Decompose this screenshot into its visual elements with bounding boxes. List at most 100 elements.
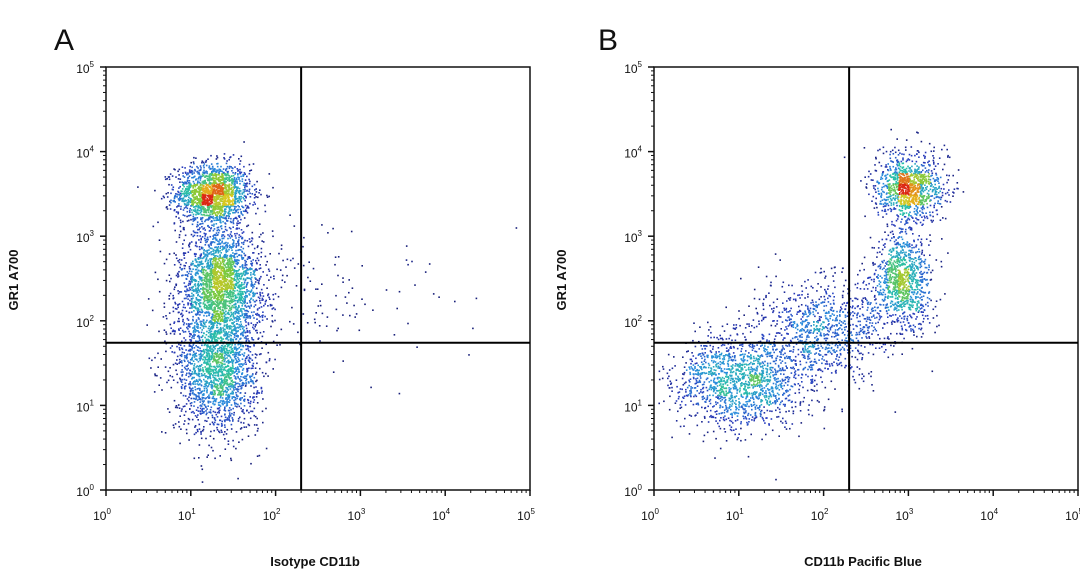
panel-a-event-dot <box>223 324 226 326</box>
panel-a-event-dot <box>211 352 213 354</box>
panel-a-event-dot <box>200 391 202 394</box>
panel-a-event-dot <box>230 313 233 315</box>
panel-a-event-dot <box>210 297 212 299</box>
panel-a-event-dot <box>216 216 219 218</box>
panel-a-event-dot <box>223 235 226 238</box>
panel-a-event-dot <box>240 363 243 365</box>
panel-a-event-dot <box>215 371 218 373</box>
panel-a-event-dot <box>216 387 218 389</box>
panel-a-event-dot <box>243 313 246 315</box>
panel-a-event-dot <box>203 163 206 165</box>
panel-a-event-dot <box>191 286 193 289</box>
panel-a-event-dot <box>173 322 175 324</box>
panel-a-event-dot <box>174 194 177 197</box>
panel-a-event-dot <box>200 253 203 255</box>
panel-a-event-dot <box>227 311 230 314</box>
panel-a-event-dot <box>242 247 245 250</box>
panel-a-event-dot <box>270 325 272 328</box>
panel-a-event-dot <box>210 242 213 244</box>
panel-a-event-dot <box>209 276 211 279</box>
panel-a-event-dot <box>188 294 190 296</box>
panel-a-event-dot <box>188 287 191 289</box>
panel-a-event-dot <box>243 271 245 273</box>
panel-a-event-dot <box>173 168 175 170</box>
panel-a-event-dot <box>224 359 226 361</box>
panel-a-event-dot <box>206 286 208 288</box>
panel-a-event-dot <box>226 250 229 253</box>
panel-a-event-dot <box>204 295 206 297</box>
panel-a-event-dot <box>249 196 252 198</box>
panel-a-event-dot <box>232 315 235 318</box>
panel-a-event-dot <box>218 298 220 301</box>
panel-a-event-dot <box>249 351 252 353</box>
panel-a-event-dot <box>229 346 231 349</box>
panel-a-event-dot <box>197 294 199 297</box>
panel-a-event-dot <box>215 386 217 389</box>
panel-a-event-dot <box>224 369 227 372</box>
panel-a-event-dot <box>258 392 260 394</box>
panel-a-event-dot <box>241 236 244 239</box>
panel-a-event-dot <box>210 368 212 371</box>
panel-a-event-dot <box>233 401 236 404</box>
panel-a-event-dot <box>213 296 215 298</box>
panel-a-event-dot <box>240 155 243 158</box>
panel-a-event-dot <box>212 250 214 252</box>
panel-a-event-dot <box>196 217 199 219</box>
panel-a-event-dot <box>344 296 347 298</box>
panel-a-event-dot <box>193 380 195 383</box>
panel-a-event-dot <box>202 369 204 371</box>
panel-a-event-dot <box>164 432 167 434</box>
panel-a-event-dot <box>216 326 219 329</box>
panel-a-event-dot <box>206 308 208 310</box>
panel-a-event-dot <box>205 325 207 328</box>
panel-a-event-dot <box>255 329 257 332</box>
panel-a-event-dot <box>315 288 317 290</box>
panel-a-event-dot <box>215 255 217 257</box>
panel-a-event-dot <box>191 347 194 349</box>
panel-a-event-dot <box>197 313 199 316</box>
panel-a-event-dot <box>204 397 207 400</box>
panel-a-event-dot <box>188 200 191 202</box>
panel-a-event-dot <box>175 211 178 213</box>
panel-a-event-dot <box>222 237 225 240</box>
panel-a-event-dot <box>208 215 210 217</box>
panel-a-event-dot <box>349 314 351 317</box>
panel-a-event-dot <box>192 315 194 318</box>
panel-a-event-dot <box>208 206 210 209</box>
panel-a-event-dot <box>241 193 244 195</box>
panel-a-event-dot <box>187 284 190 287</box>
panel-a-event-dot <box>198 303 200 305</box>
panel-a-event-dot <box>189 248 192 251</box>
panel-a-event-dot <box>203 295 205 298</box>
panel-a-event-dot <box>199 212 202 214</box>
panel-a-event-dot <box>232 300 235 303</box>
panel-a-event-dot <box>191 278 193 281</box>
panel-a-event-dot <box>214 238 217 240</box>
panel-a-event-dot <box>196 266 199 269</box>
panel-a-event-dot <box>180 208 182 210</box>
panel-a-event-dot <box>240 171 243 174</box>
panel-a-event-dot <box>211 290 213 293</box>
panel-a-event-dot <box>184 360 186 363</box>
panel-a-event-dot <box>228 313 230 316</box>
panel-a-event-dot <box>172 186 175 188</box>
panel-a-event-dot <box>181 408 183 410</box>
panel-a-event-dot <box>259 264 261 266</box>
panel-a-event-dot <box>243 184 246 187</box>
panel-a-event-dot <box>164 366 167 368</box>
panel-a-event-dot <box>211 369 214 372</box>
panel-a-event-dot <box>214 300 217 302</box>
panel-a-event-dot <box>243 198 245 200</box>
panel-a-event-dot <box>242 231 245 233</box>
panel-a-event-dot <box>208 245 210 248</box>
panel-a-event-dot <box>195 287 197 290</box>
panel-a-event-dot <box>176 345 178 348</box>
panel-a-event-dot <box>178 343 180 346</box>
panel-a-event-dot <box>254 293 256 295</box>
panel-a-event-dot <box>188 244 190 246</box>
panel-a-event-dot <box>225 397 227 399</box>
panel-a-event-dot <box>361 265 363 267</box>
panel-a-event-dot <box>254 324 257 326</box>
panel-a-event-dot <box>188 345 191 347</box>
panel-a-event-dot <box>207 295 210 297</box>
